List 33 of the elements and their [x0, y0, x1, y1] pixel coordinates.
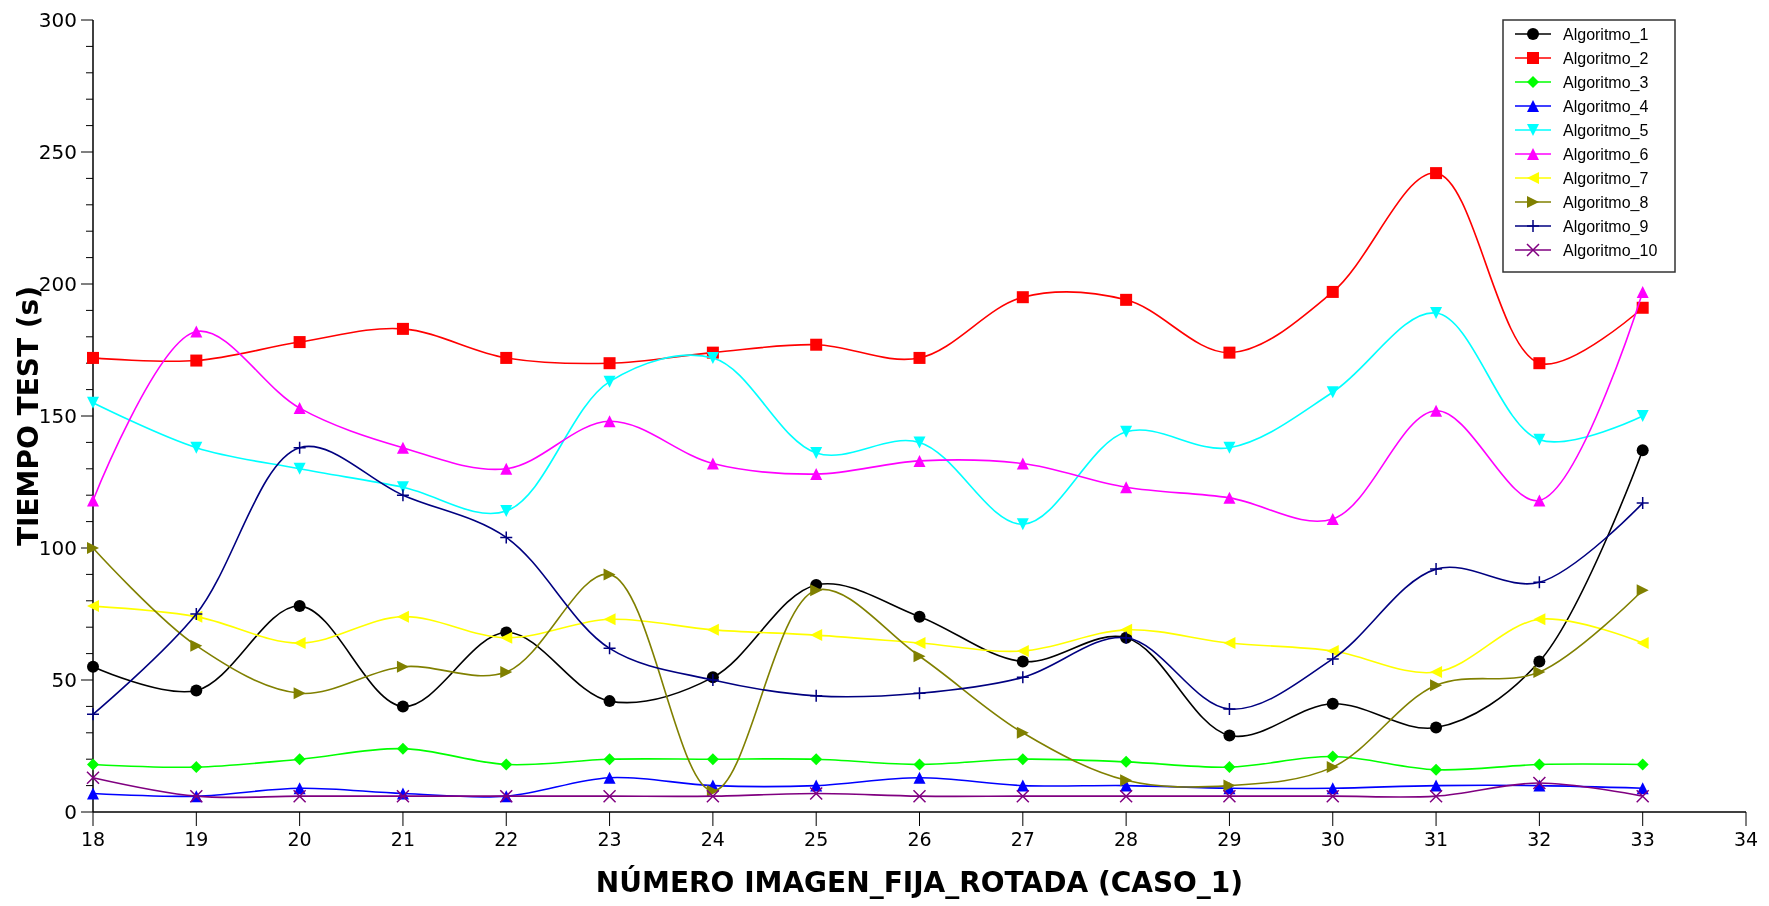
x-tick-label: 25 [804, 828, 829, 850]
x-tick-label: 33 [1630, 828, 1655, 850]
legend-label: Algoritmo_10 [1563, 241, 1658, 260]
legend-label: Algoritmo_6 [1563, 145, 1649, 164]
x-tick-label: 24 [700, 828, 725, 850]
x-tick-label: 18 [80, 828, 106, 850]
y-tick-label: 250 [38, 140, 77, 164]
x-tick-label: 29 [1217, 828, 1242, 850]
legend-label: Algoritmo_9 [1563, 217, 1649, 236]
x-tick-label: 32 [1527, 828, 1552, 850]
x-axis-title: NÚMERO IMAGEN_FIJA_ROTADA (CASO_1) [595, 865, 1244, 899]
y-tick-label: 300 [38, 8, 77, 32]
y-tick-label: 0 [64, 800, 77, 824]
x-tick-label: 31 [1423, 828, 1449, 850]
x-tick-label: 26 [907, 828, 932, 850]
x-tick-label: 23 [597, 828, 622, 850]
x-tick-label: 27 [1010, 828, 1035, 850]
x-tick-label: 34 [1733, 828, 1759, 850]
x-tick-label: 19 [184, 828, 209, 850]
x-tick-label: 21 [390, 828, 416, 850]
x-tick-label: 28 [1114, 828, 1139, 850]
legend-label: Algoritmo_2 [1563, 49, 1649, 68]
x-tick-label: 22 [494, 828, 519, 850]
legend-label: Algoritmo_5 [1563, 121, 1649, 140]
legend-label: Algoritmo_3 [1563, 73, 1649, 92]
x-tick-label: 20 [287, 828, 312, 850]
x-tick-label: 30 [1320, 828, 1345, 850]
legend-label: Algoritmo_8 [1563, 193, 1649, 212]
y-tick-label: 50 [51, 668, 77, 692]
legend-label: Algoritmo_1 [1563, 25, 1649, 44]
legend-label: Algoritmo_4 [1563, 97, 1649, 116]
legend-label: Algoritmo_7 [1563, 169, 1649, 188]
y-tick-label: 150 [38, 404, 77, 428]
